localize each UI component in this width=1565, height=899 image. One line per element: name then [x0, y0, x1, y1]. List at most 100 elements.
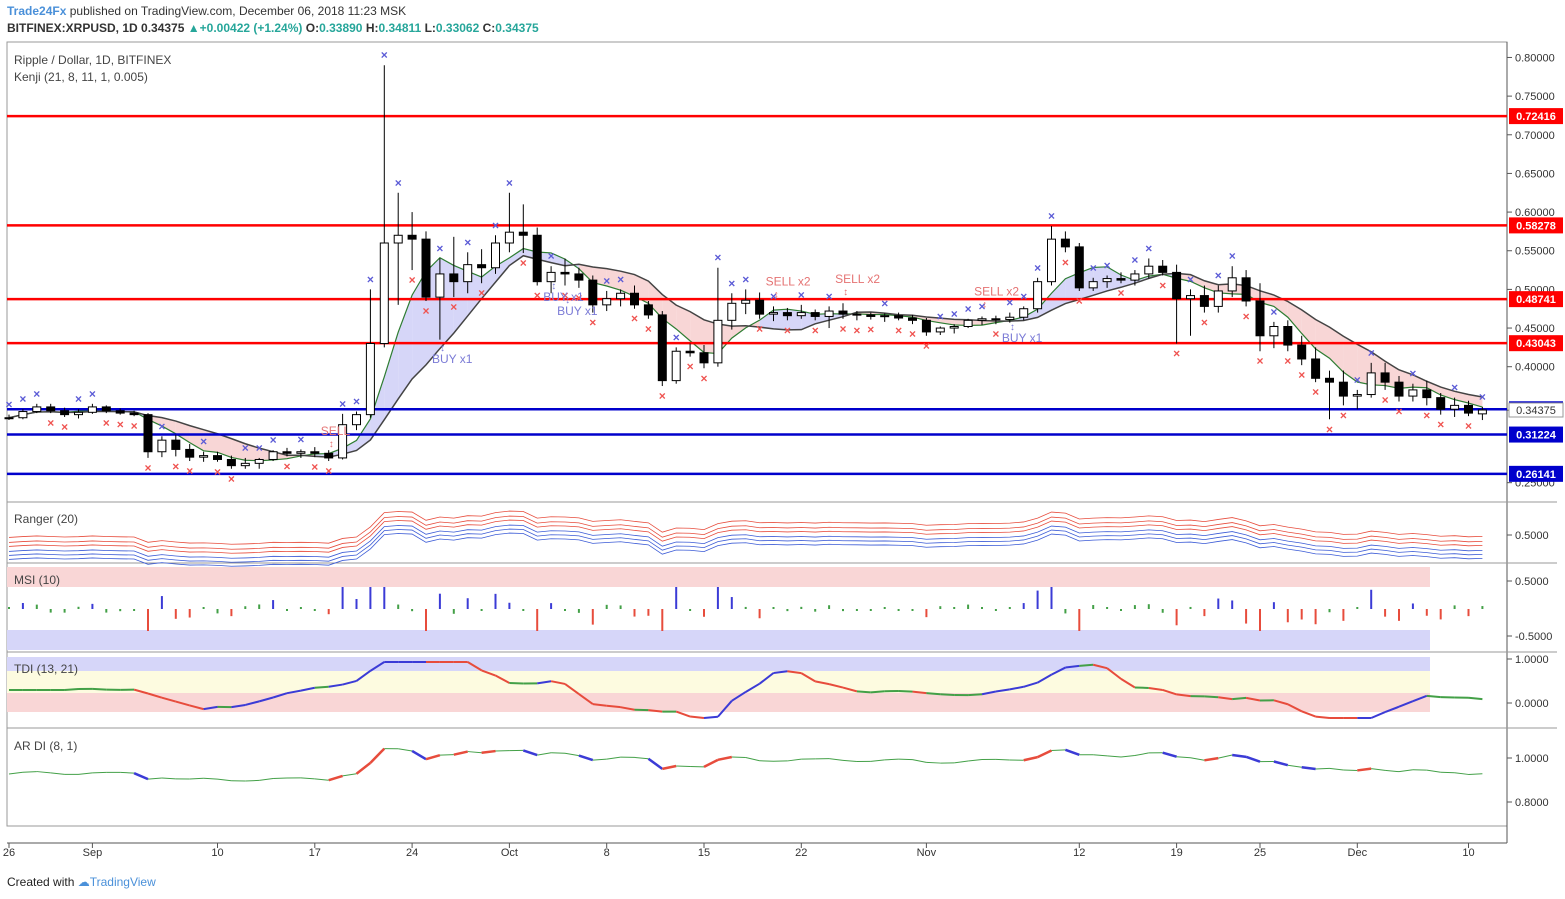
ardi-line-segment — [662, 764, 677, 771]
tradingview-link[interactable]: TradingView — [89, 875, 156, 889]
slow-ma-line — [8, 254, 1483, 458]
level-price-tag — [1509, 335, 1563, 352]
sell-marker-icon: × — [409, 273, 416, 287]
ranger-indicator-label[interactable]: Ranger (20) — [14, 512, 79, 526]
candle-body — [1241, 277, 1251, 302]
level-price-tag — [1509, 291, 1563, 308]
candle-body — [713, 319, 723, 364]
ardi-line-segment — [1023, 755, 1038, 762]
candle-body — [657, 314, 667, 382]
ardi-line-segment — [467, 751, 482, 754]
level-price-tag — [1509, 426, 1563, 443]
ma-band-segment — [398, 295, 413, 399]
candle-body — [824, 310, 834, 317]
open-label: O: — [305, 21, 320, 35]
sell-marker-icon: × — [186, 464, 193, 478]
ardi-indicator-label[interactable]: AR DI (8, 1) — [14, 739, 78, 753]
level-price-label: 0.26141 — [1516, 469, 1556, 481]
msi-indicator-label[interactable]: MSI (10) — [14, 573, 61, 587]
buy-marker-icon: × — [395, 176, 402, 190]
tdi-line-segment — [1023, 681, 1038, 688]
sell-marker-icon: × — [1312, 385, 1319, 399]
ardi-line-segment — [592, 758, 607, 761]
candle-body — [491, 242, 500, 269]
ardi-line-segment — [634, 756, 649, 760]
tdi-line-segment — [1273, 699, 1289, 706]
msi-tick-label: -0.5000 — [1515, 631, 1552, 643]
ma-band-segment — [1190, 274, 1205, 288]
candle-body — [365, 343, 375, 416]
tdi-line-segment — [758, 672, 775, 685]
candle-body — [1130, 273, 1140, 281]
ardi-line-segment — [1245, 755, 1261, 763]
symbol-header: BITFINEX:XRPUSD, 1D 0.34375 ▲+0.00422 (+… — [7, 21, 539, 35]
ardi-line-segment — [398, 748, 413, 752]
sell-marker-icon: × — [1284, 354, 1291, 368]
x-tick-label: 22 — [795, 847, 807, 859]
buy-marker-icon: × — [1270, 305, 1277, 319]
ardi-line-segment — [968, 758, 983, 762]
tdi-line-segment — [1384, 705, 1400, 713]
sell-marker-icon: × — [700, 371, 707, 385]
ardi-line-segment — [1162, 751, 1177, 758]
sell-marker-icon: × — [659, 389, 666, 403]
candle-body — [213, 455, 222, 460]
ardi-line-segment — [745, 756, 760, 762]
tdi-line-segment — [800, 672, 816, 683]
x-tick-label: Oct — [501, 847, 518, 859]
tdi-line-segment — [342, 679, 357, 686]
ardi-line-segment — [425, 753, 441, 761]
candle-body — [18, 411, 28, 419]
tdi-line-segment — [1051, 666, 1066, 676]
tdi-line-segment — [940, 693, 955, 697]
ardi-line-segment — [1426, 769, 1441, 773]
buy-marker-icon: × — [5, 398, 12, 412]
signal-arrow-icon: ↕ — [329, 439, 334, 450]
tdi-line-segment — [314, 685, 329, 689]
buy-marker-icon: × — [881, 296, 888, 310]
ardi-line-segment — [120, 771, 135, 774]
tdi-line-segment — [1218, 696, 1233, 701]
candle-body — [254, 458, 264, 464]
kenji-indicator-label[interactable]: Kenji (21, 8, 11, 1, 0.005) — [14, 70, 148, 84]
candle-body — [935, 327, 945, 333]
buy-marker-icon: × — [798, 288, 805, 302]
sell-marker-icon: × — [47, 416, 54, 430]
sell-marker-icon: × — [784, 323, 791, 337]
candle-body — [352, 414, 361, 426]
candle-body — [1213, 290, 1223, 307]
tdi-line-segment — [828, 683, 844, 689]
publisher-name[interactable]: Trade24Fx — [7, 4, 67, 18]
candle-body — [1269, 326, 1279, 337]
buy-marker-icon: × — [19, 392, 26, 406]
ranger-band-line — [8, 528, 1483, 563]
candle-body — [185, 448, 195, 458]
sell-marker-icon: × — [589, 316, 596, 330]
tdi-indicator-label[interactable]: TDI (13, 21) — [14, 662, 79, 676]
sell-marker-icon: × — [1173, 347, 1180, 361]
close-label: C: — [482, 21, 496, 35]
ardi-line-segment — [954, 760, 969, 764]
sell-marker-icon: × — [812, 323, 819, 337]
chart-area[interactable]: 26 Sep 10 17 24 Oct 8 15 22 Nov 12 19 25 Dec 100.80000… — [0, 0, 1565, 870]
ardi-line-segment — [411, 749, 427, 761]
sell-marker-icon: × — [228, 472, 235, 486]
tdi-line-segment — [1245, 696, 1261, 702]
candle-body — [949, 326, 959, 329]
candle-body — [1408, 389, 1418, 397]
candle-body — [921, 319, 931, 333]
tdi-line-segment — [1287, 703, 1303, 713]
tdi-line-segment — [1092, 663, 1108, 670]
ardi-line-segment — [995, 758, 1010, 761]
buy-marker-icon: × — [506, 176, 513, 190]
candle-body — [101, 406, 111, 412]
sell-marker-icon: × — [1298, 368, 1305, 382]
tdi-line-segment — [1468, 696, 1483, 701]
tdi-line-segment — [856, 690, 871, 694]
tdi-line-segment — [537, 680, 552, 685]
sell-marker-icon: × — [61, 420, 68, 434]
tdi-upper-zone — [7, 657, 1430, 671]
low-value: 0.33062 — [435, 21, 480, 35]
sell-marker-icon: × — [839, 322, 846, 336]
ardi-line-segment — [133, 772, 149, 781]
